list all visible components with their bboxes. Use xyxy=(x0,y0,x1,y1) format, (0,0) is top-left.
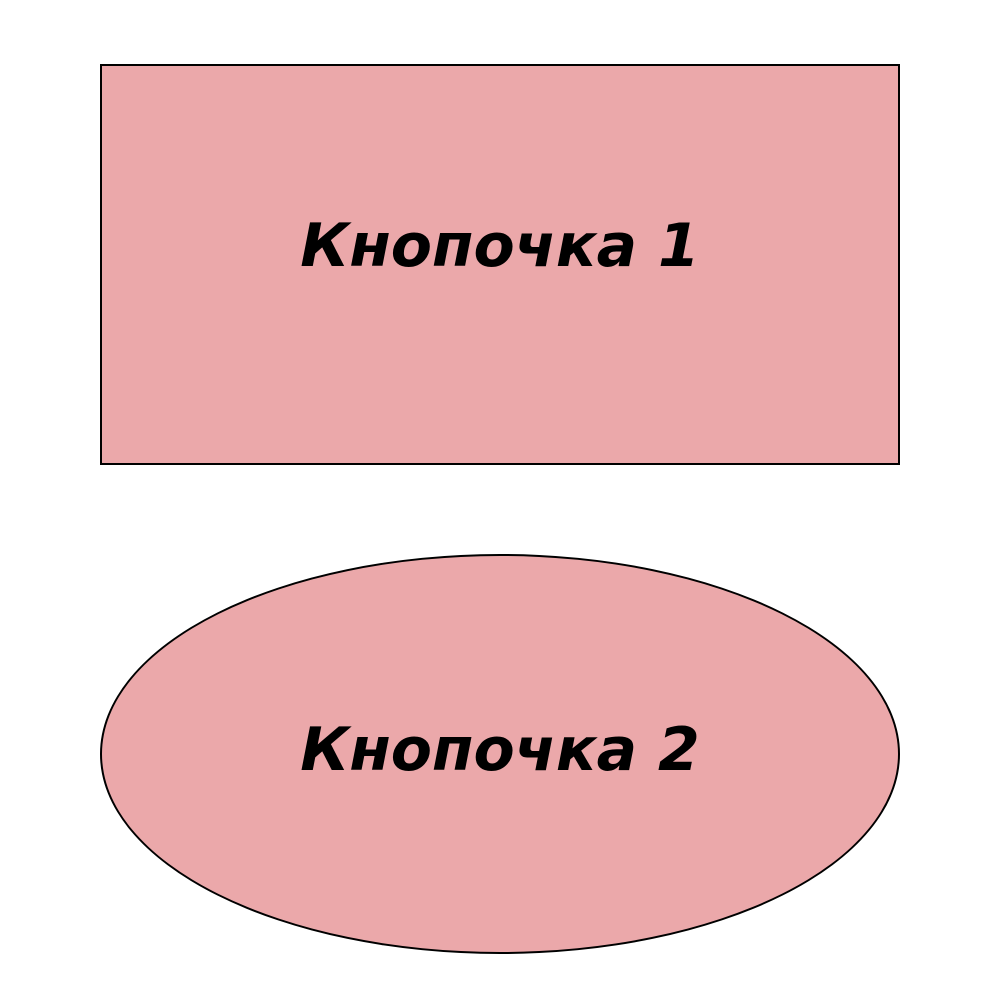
button-1-rectangle[interactable]: Кнопочка 1 xyxy=(100,64,900,465)
button-2-ellipse[interactable]: Кнопочка 2 xyxy=(100,554,900,954)
button-1-label: Кнопочка 1 xyxy=(300,210,700,281)
button-2-label: Кнопочка 2 xyxy=(300,715,700,785)
